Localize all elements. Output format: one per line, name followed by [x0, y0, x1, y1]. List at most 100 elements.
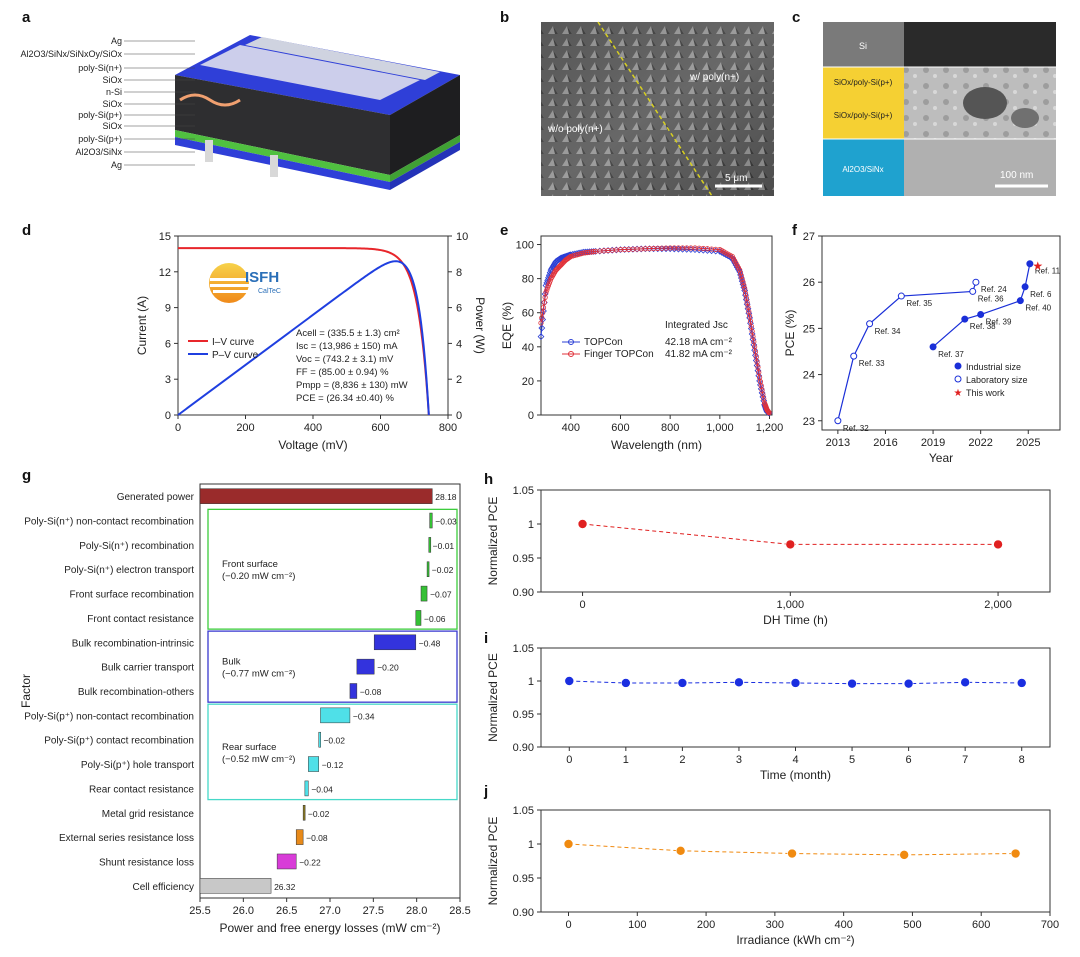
stability-point — [577, 519, 588, 529]
eqe-point — [538, 320, 544, 326]
eqe-point — [539, 315, 545, 321]
x-axis-label: Year — [929, 451, 953, 465]
legend-label: TOPCon — [584, 337, 623, 348]
legend-this-label: This work — [966, 388, 1005, 398]
x-tick-label: 300 — [766, 919, 784, 931]
plot-frame — [540, 647, 1051, 748]
bar-value-label: −0.03 — [435, 517, 457, 527]
category-label: Front surface recombination — [69, 590, 194, 601]
loss-bar — [420, 585, 428, 602]
sem-scale-label: 5 μm — [725, 173, 747, 184]
bar-value-label: −0.48 — [419, 638, 441, 648]
x-axis-label: Wavelength (nm) — [611, 438, 702, 452]
eqe-point — [567, 254, 573, 260]
logo-text: ISFH — [245, 269, 279, 286]
category-label: Front contact resistance — [87, 614, 194, 625]
eqe-point — [537, 333, 545, 340]
loss-bar — [199, 878, 272, 894]
stability-point — [785, 539, 796, 550]
y-axis-label: Current (A) — [135, 296, 149, 355]
group-box — [207, 703, 458, 801]
integrated-label: Integrated Jsc — [665, 320, 728, 331]
loss-bar — [276, 853, 297, 870]
x-tick-label: 400 — [834, 919, 852, 931]
eqe-point — [542, 294, 548, 300]
eqe-point — [747, 319, 754, 327]
category-label: Poly-Si(n⁺) recombination — [79, 541, 194, 552]
cell-parameter: Voc = (743.2 ± 3.1) mV — [296, 354, 394, 365]
eqe-point — [544, 287, 550, 293]
panel-letter-a: a — [22, 9, 31, 26]
stability-point — [734, 677, 744, 688]
eqe-point — [546, 280, 552, 286]
x-tick-label: 4 — [792, 754, 798, 766]
eqe-point — [541, 299, 547, 306]
loss-bar — [426, 561, 430, 577]
eqe-point — [538, 324, 546, 332]
cell-parameter: FF = (85.00 ± 0.94) % — [296, 367, 389, 378]
bar-value-label: −0.07 — [430, 590, 452, 600]
eqe-point — [748, 323, 754, 329]
category-label: Poly-Si(n⁺) electron transport — [64, 565, 194, 576]
legend-lab-label: Laboratory size — [966, 375, 1028, 385]
plot-frame — [199, 483, 461, 899]
eqe-point — [540, 310, 546, 316]
ind-point — [1026, 260, 1034, 268]
loss-bar — [318, 731, 321, 748]
panel-e-eqe-chart: 400 600 800 1,000 1,200 0 20 40 60 80 100 Wavelengt… — [500, 235, 783, 452]
ref-label: Ref. 35 — [906, 299, 932, 308]
ref-label: Ref. 39 — [986, 318, 1012, 327]
x-tick-label: 26.5 — [276, 905, 297, 917]
ref-label: Ref. 11 — [1035, 267, 1061, 276]
panel-letters: a b c d e f g h i j — [22, 9, 800, 800]
x-tick-label: 0 — [175, 422, 181, 434]
loss-bar — [302, 805, 306, 821]
x-tick-label: 2016 — [873, 437, 897, 449]
y-tick-label: 23 — [803, 416, 815, 428]
y-tick-label: 20 — [522, 376, 534, 388]
category-label: Generated power — [117, 492, 195, 503]
bar-value-label: 28.18 — [435, 492, 457, 502]
bar-value-label: −0.02 — [323, 736, 345, 746]
ref-label: Ref. 34 — [875, 327, 901, 336]
x-axis-label: Irradiance (kWh cm⁻²) — [736, 933, 854, 947]
stability-point — [563, 839, 574, 849]
x-tick-label: 8 — [1019, 754, 1025, 766]
y-tick-label: 80 — [522, 274, 534, 286]
lab-point — [897, 292, 905, 300]
y2-axis-label: Power (W) — [473, 297, 487, 354]
group-box — [207, 630, 458, 703]
isfh-logo: ISFH CalTeC — [209, 263, 281, 303]
legend-label: Finger TOPCon — [584, 349, 654, 360]
layer-label: SiOx — [102, 75, 122, 85]
stability-point — [960, 677, 970, 688]
y-tick-label: 0.90 — [513, 587, 534, 599]
category-label: Bulk recombination-others — [78, 687, 194, 698]
plot-frame — [540, 489, 1051, 593]
x-tick-label: 2025 — [1016, 437, 1040, 449]
eqe-point — [550, 262, 557, 270]
x-tick-label: 600 — [371, 422, 389, 434]
eqe-point — [540, 304, 547, 311]
category-label: Metal grid resistance — [102, 809, 195, 820]
x-tick-label: 2019 — [921, 437, 945, 449]
bar-value-label: −0.01 — [433, 541, 455, 551]
ind-point — [1021, 283, 1029, 291]
eqe-point — [751, 339, 757, 345]
panel-j-irradiance-chart: 0 100 200 300 400 500 600 700 0.90 0.95 1 1.05 Irrad… — [486, 805, 1059, 947]
jsc-label: 42.18 mA cm⁻² — [665, 337, 733, 348]
x-tick-label: 700 — [1041, 919, 1059, 931]
x-tick-label: 0 — [565, 919, 571, 931]
stability-point — [790, 678, 801, 688]
bar-value-label: −0.12 — [322, 760, 344, 770]
logo-sub: CalTeC — [258, 288, 281, 295]
y-tick-label: 24 — [803, 370, 815, 382]
panel-letter-g: g — [22, 467, 31, 484]
x-tick-label: 1,000 — [777, 599, 805, 611]
ref-label: Ref. 32 — [843, 424, 869, 433]
bar-value-label: −0.04 — [311, 784, 333, 794]
y-tick-label: 0.95 — [513, 873, 534, 885]
y-tick-label: 9 — [165, 303, 171, 315]
